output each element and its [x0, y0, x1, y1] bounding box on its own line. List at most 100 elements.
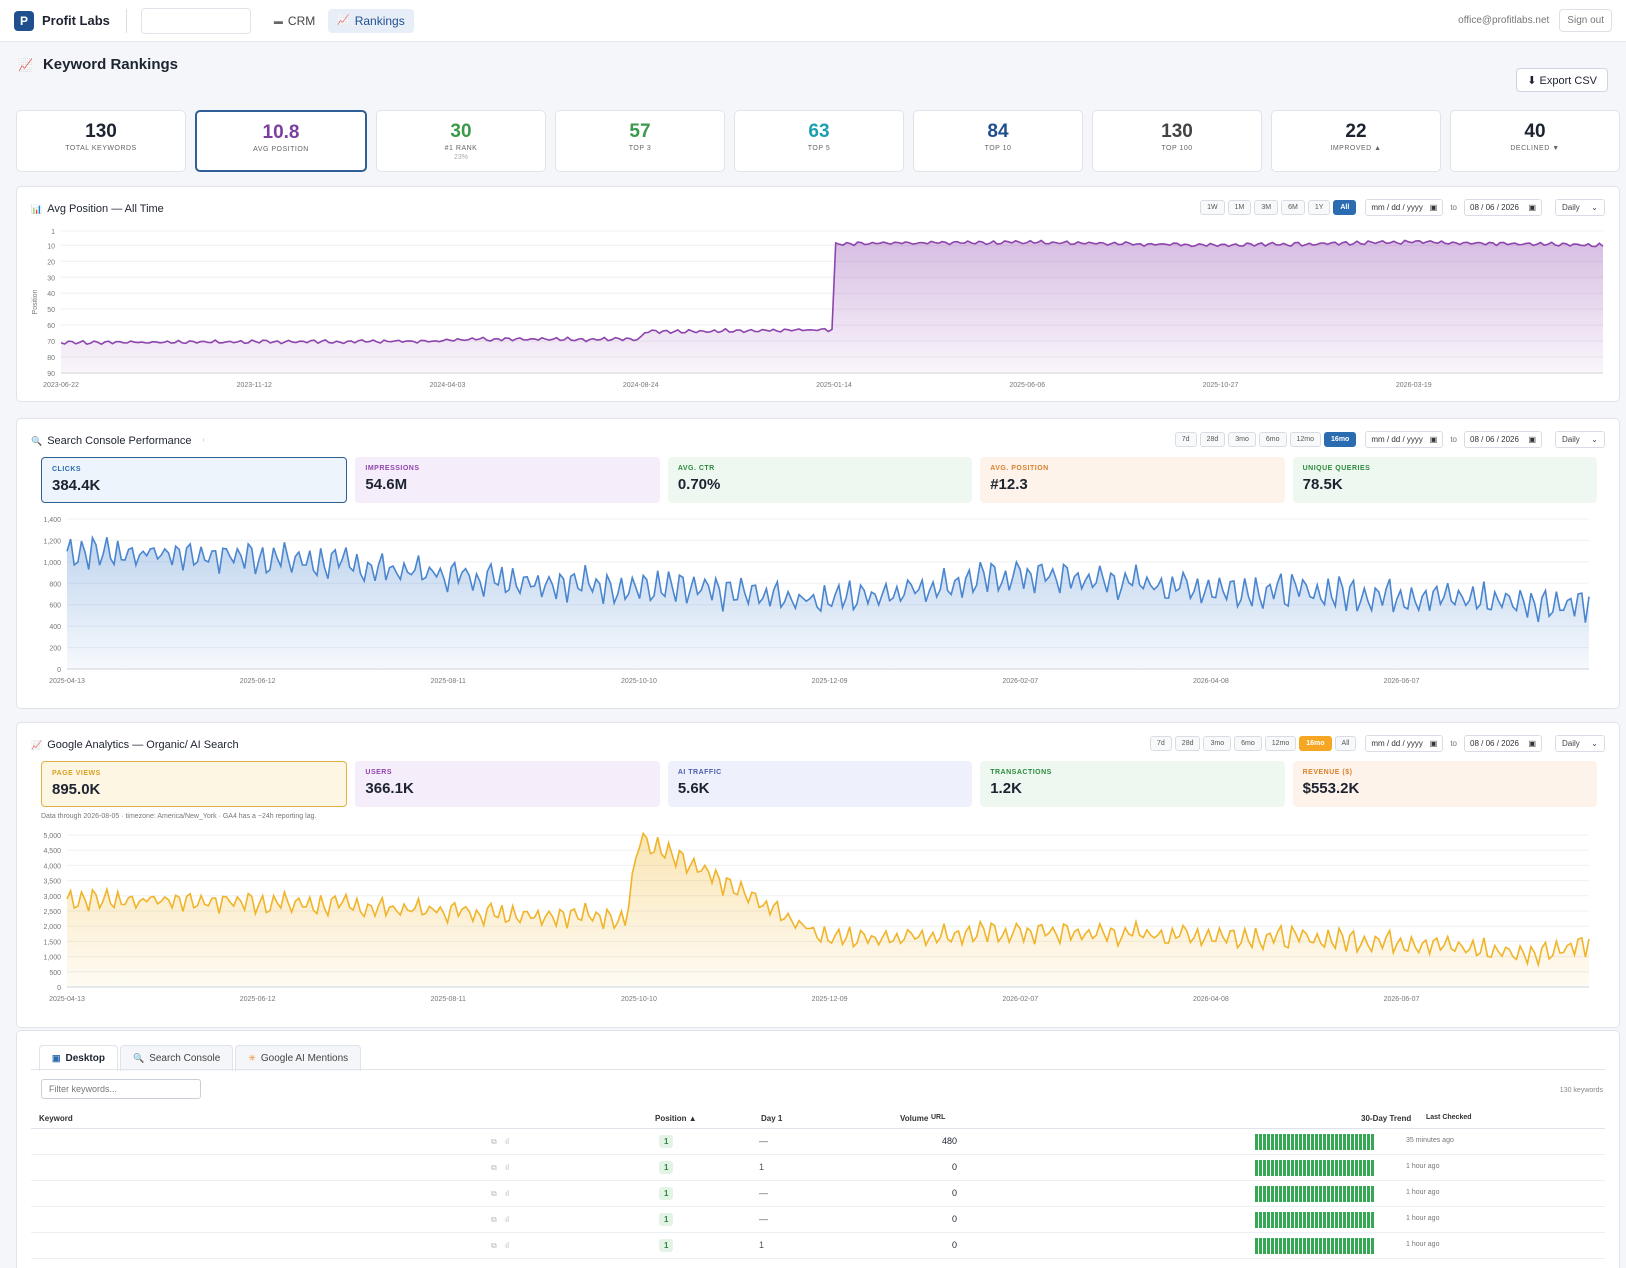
kpi-card[interactable]: 63 TOP 5 — [734, 110, 904, 172]
kpi-card[interactable]: 84 TOP 10 — [913, 110, 1083, 172]
range-button[interactable]: 6mo — [1234, 736, 1262, 751]
x-tick-label: 2025-06-12 — [240, 996, 276, 1003]
metric-card[interactable]: PAGE VIEWS 895.0K — [41, 761, 348, 807]
table-row[interactable]: ⧉ ıl 1 — 0 1 hour ago — [31, 1207, 1605, 1233]
trend-bar — [1327, 1212, 1330, 1228]
col-url[interactable]: URL — [931, 1114, 946, 1121]
filter-keywords-input[interactable]: Filter keywords... — [41, 1079, 201, 1099]
series-area — [67, 537, 1589, 669]
copy-icon[interactable]: ⧉ — [491, 1137, 497, 1146]
range-button[interactable]: 16mo — [1324, 432, 1357, 447]
trend-bar — [1359, 1134, 1362, 1150]
tab-search-console[interactable]: 🔍 Search Console — [119, 1045, 234, 1071]
metric-card[interactable]: AVG. CTR 0.70% — [667, 457, 973, 503]
granularity-select[interactable]: Daily ⌄ — [1555, 431, 1605, 448]
range-button[interactable]: 28d — [1174, 736, 1201, 751]
kpi-card[interactable]: 10.8 AVG POSITION — [195, 110, 367, 172]
range-button[interactable]: 3mo — [1228, 432, 1256, 447]
range-button[interactable]: 6M — [1281, 200, 1305, 215]
trend-bar — [1331, 1238, 1334, 1254]
range-button[interactable]: 3M — [1254, 200, 1279, 215]
kpi-label: TOP 3 — [628, 145, 652, 152]
col-day1[interactable]: Day 1 — [761, 1114, 783, 1123]
info-icon[interactable]: ⁱ — [202, 436, 204, 446]
copy-icon[interactable]: ⧉ — [491, 1241, 497, 1250]
range-button[interactable]: All — [1333, 200, 1357, 215]
signout-button[interactable]: Sign out — [1559, 9, 1612, 32]
range-button[interactable]: 16mo — [1299, 736, 1332, 751]
table-row[interactable]: ⧉ ıl 1 1 0 1 hour ago — [31, 1155, 1605, 1181]
project-select[interactable] — [140, 7, 251, 34]
y-tick-label: 800 — [49, 581, 61, 588]
range-button[interactable]: 6mo — [1258, 432, 1287, 447]
trend-bar — [1311, 1186, 1314, 1202]
kpi-card[interactable]: 130 TOTAL KEYWORDS — [16, 110, 186, 172]
y-tick-label: 20 — [47, 259, 55, 266]
granularity-select[interactable]: Daily ⌄ — [1555, 199, 1605, 216]
copy-icon[interactable]: ⧉ — [491, 1189, 497, 1198]
range-button[interactable]: 7d — [1150, 736, 1172, 751]
range-button[interactable]: All — [1334, 736, 1357, 751]
bar-chart-icon[interactable]: ıl — [505, 1241, 509, 1250]
date-from-input[interactable]: mm / dd / yyyy ▣ — [1365, 431, 1444, 448]
gsc-metric-row: CLICKS 384.4K IMPRESSIONS 54.6M AVG. CTR 0… — [41, 457, 1598, 503]
tab-desktop[interactable]: ▣ Desktop — [39, 1045, 118, 1071]
metric-card[interactable]: AVG. POSITION #12.3 — [980, 457, 1285, 503]
metric-card[interactable]: UNIQUE QUERIES 78.5K — [1292, 457, 1598, 503]
metric-card[interactable]: IMPRESSIONS 54.6M — [355, 457, 660, 503]
col-position[interactable]: Position ▲ — [655, 1114, 697, 1123]
trend-bar — [1303, 1186, 1306, 1202]
range-button[interactable]: 1Y — [1307, 200, 1331, 215]
avg-position-chart[interactable]: 1 10 20 30 40 50 60 70 80 90 2023-06-22 2023-11-12 2… — [17, 187, 1621, 403]
panel-title: 🔍 Search Console Performance ⁱ — [31, 435, 204, 447]
metric-card[interactable]: REVENUE ($) $553.2K — [1292, 761, 1598, 807]
range-button[interactable]: 1M — [1227, 200, 1252, 215]
nav-crm[interactable]: ▬ CRM — [265, 9, 324, 33]
col-keyword[interactable]: Keyword — [39, 1114, 73, 1123]
range-button[interactable]: 12mo — [1289, 432, 1322, 447]
col-last-checked[interactable]: Last Checked — [1426, 1114, 1472, 1121]
nav-rankings[interactable]: 📈 Rankings — [328, 8, 414, 33]
metric-card[interactable]: TRANSACTIONS 1.2K — [980, 761, 1285, 807]
trend-bar — [1339, 1134, 1342, 1150]
date-from-input[interactable]: mm / dd / yyyy ▣ — [1365, 199, 1444, 216]
range-button[interactable]: 28d — [1199, 432, 1226, 447]
tab-google-ai-mentions[interactable]: ✳ Google AI Mentions — [235, 1045, 362, 1071]
brand-logo[interactable]: P — [14, 10, 34, 31]
date-to-input[interactable]: 08 / 06 / 2026 ▣ — [1464, 735, 1542, 752]
google-analytics-chart[interactable]: 5,000 4,500 4,000 3,500 3,000 2,500 2,000 1,500… — [17, 723, 1621, 1029]
date-to-input[interactable]: 08 / 06 / 2026 ▣ — [1464, 431, 1542, 448]
kpi-card[interactable]: 30 #1 RANK 23% — [376, 110, 546, 172]
kpi-card[interactable]: 22 IMPROVED ▲ — [1271, 110, 1441, 172]
granularity-select[interactable]: Daily ⌄ — [1555, 735, 1605, 752]
kpi-card[interactable]: 130 TOP 100 — [1092, 110, 1262, 172]
metric-card[interactable]: USERS 366.1K — [355, 761, 660, 807]
col-volume[interactable]: Volume — [900, 1114, 929, 1123]
table-row[interactable]: ⧉ ıl 1 — 0 1 hour ago — [31, 1181, 1605, 1207]
kpi-card[interactable]: 57 TOP 3 — [555, 110, 725, 172]
date-from-input[interactable]: mm / dd / yyyy ▣ — [1365, 735, 1444, 752]
bar-chart-icon[interactable]: ıl — [505, 1163, 509, 1172]
trend-bar — [1311, 1134, 1314, 1150]
bar-chart-icon[interactable]: ıl — [505, 1189, 509, 1198]
export-csv-button[interactable]: ⬇ Export CSV — [1516, 68, 1608, 92]
calendar-icon: ▣ — [1528, 435, 1536, 444]
range-button[interactable]: 3mo — [1203, 736, 1232, 751]
metric-card[interactable]: AI TRAFFIC 5.6K — [667, 761, 973, 807]
kpi-value: 63 — [808, 121, 830, 142]
copy-icon[interactable]: ⧉ — [491, 1163, 497, 1172]
y-tick-label: 1,200 — [43, 538, 61, 545]
date-to-input[interactable]: 08 / 06 / 2026 ▣ — [1464, 199, 1542, 216]
table-row[interactable]: ⧉ ıl 1 1 0 1 hour ago — [31, 1233, 1605, 1259]
table-row[interactable]: ⧉ ıl 1 — 480 35 minutes ago — [31, 1129, 1605, 1155]
copy-icon[interactable]: ⧉ — [491, 1215, 497, 1224]
bar-chart-icon[interactable]: ıl — [505, 1215, 509, 1224]
metric-card[interactable]: CLICKS 384.4K — [41, 457, 348, 503]
bar-chart-icon[interactable]: ıl — [505, 1137, 509, 1146]
kpi-card[interactable]: 40 DECLINED ▼ — [1450, 110, 1620, 172]
search-console-chart[interactable]: 1,400 1,200 1,000 800 600 400 200 0 2025-04-13 20… — [17, 419, 1621, 710]
range-button[interactable]: 7d — [1174, 432, 1197, 447]
brand-name[interactable]: Profit Labs — [42, 13, 110, 28]
range-button[interactable]: 1W — [1200, 200, 1225, 215]
range-button[interactable]: 12mo — [1264, 736, 1297, 751]
